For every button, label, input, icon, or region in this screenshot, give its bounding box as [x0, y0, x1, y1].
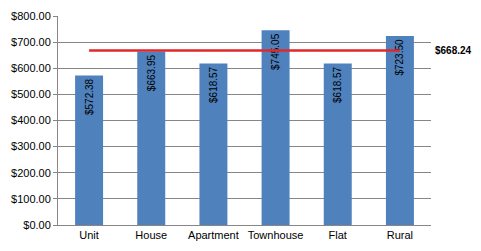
svg-text:$572.38: $572.38	[84, 78, 95, 115]
svg-text:$668.24: $668.24	[435, 45, 472, 56]
svg-text:$723.50: $723.50	[394, 39, 405, 76]
svg-text:$300.00: $300.00	[11, 140, 51, 152]
svg-text:$200.00: $200.00	[11, 167, 51, 179]
svg-text:Rural: Rural	[387, 229, 413, 241]
svg-text:$745.05: $745.05	[270, 33, 281, 70]
svg-text:$663.95: $663.95	[146, 55, 157, 92]
svg-text:$618.57: $618.57	[332, 66, 343, 103]
svg-text:$600.00: $600.00	[11, 62, 51, 74]
svg-text:$800.00: $800.00	[11, 10, 51, 22]
svg-text:Unit: Unit	[79, 229, 99, 241]
svg-text:Apartment: Apartment	[188, 229, 239, 241]
svg-text:$618.57: $618.57	[208, 66, 219, 103]
svg-text:Townhouse: Townhouse	[248, 229, 304, 241]
svg-text:$500.00: $500.00	[11, 88, 51, 100]
svg-text:$100.00: $100.00	[11, 193, 51, 205]
svg-text:$0.00: $0.00	[23, 219, 51, 231]
svg-text:Flat: Flat	[329, 229, 347, 241]
svg-text:$400.00: $400.00	[11, 114, 51, 126]
svg-text:$700.00: $700.00	[11, 36, 51, 48]
svg-text:House: House	[135, 229, 167, 241]
